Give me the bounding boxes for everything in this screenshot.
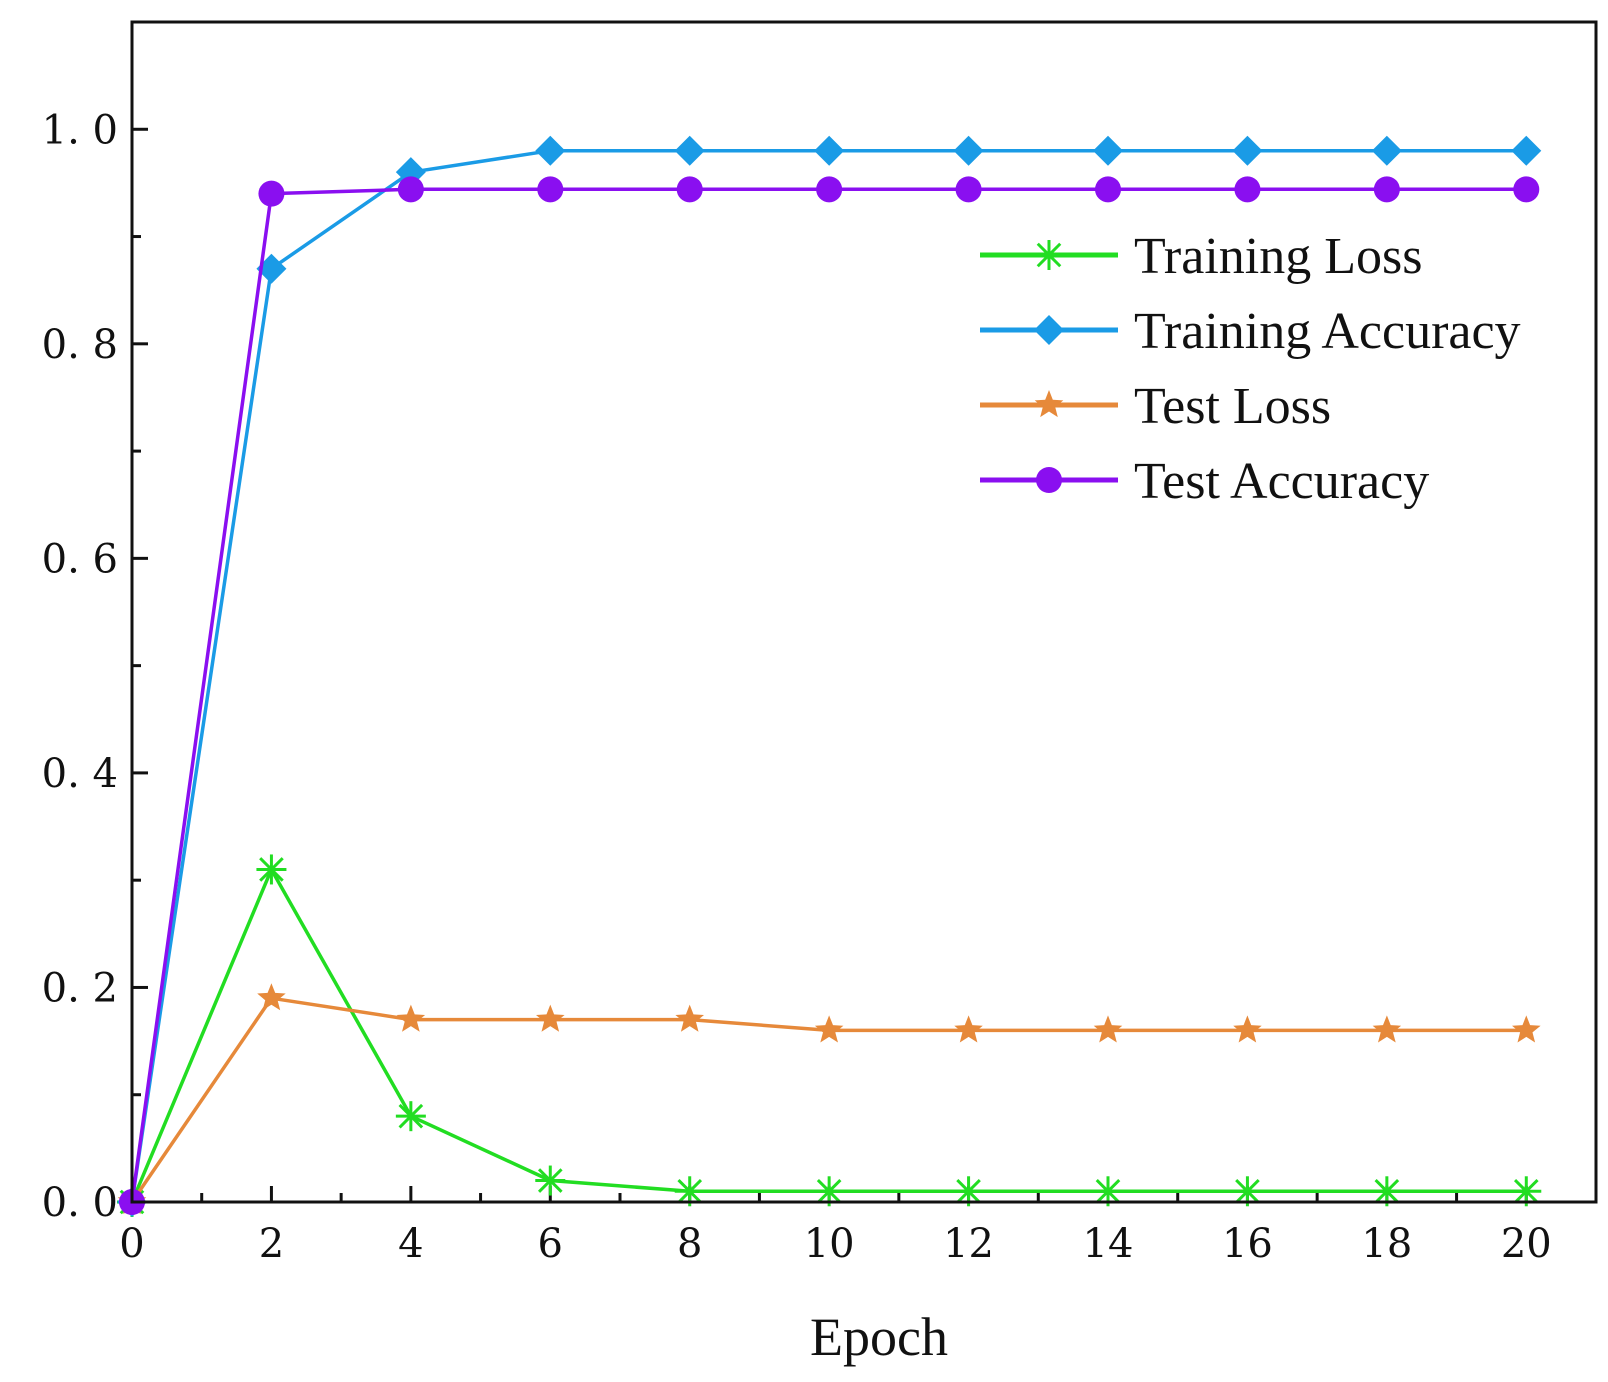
test-loss-point <box>1372 1015 1402 1043</box>
training-loss-point <box>256 854 287 885</box>
training-accuracy-point <box>953 135 984 166</box>
x-tick-label: 6 <box>538 1221 563 1267</box>
test-loss-point <box>1512 1015 1541 1043</box>
legend-label: Test Accuracy <box>1134 453 1429 510</box>
series-training-accuracy <box>117 135 1542 1217</box>
test-accuracy-point <box>537 176 564 203</box>
training-accuracy-point <box>814 135 845 166</box>
y-tick-label: 0. 6 <box>42 536 118 582</box>
legend: Training Loss Training Accuracy Test Loss T… <box>980 228 1521 510</box>
test-loss-point <box>1233 1015 1262 1043</box>
legend-swatch-marker <box>1036 467 1062 493</box>
test-accuracy-point <box>1373 176 1400 203</box>
test-loss-point <box>396 1004 426 1032</box>
training-accuracy-point <box>1511 135 1542 166</box>
legend-label: Training Loss <box>1134 228 1422 285</box>
test-accuracy-point <box>258 180 285 207</box>
x-tick-label: 4 <box>398 1221 423 1267</box>
x-tick-label: 18 <box>1361 1221 1412 1267</box>
test-loss-point <box>675 1004 704 1032</box>
test-loss-point <box>1093 1015 1123 1043</box>
legend-label: Training Accuracy <box>1134 303 1521 360</box>
x-tick-label: 20 <box>1501 1221 1552 1267</box>
training-accuracy-point <box>256 253 287 284</box>
test-loss-point <box>257 983 286 1011</box>
test-accuracy-point <box>397 176 424 203</box>
legend-swatch-marker <box>1034 240 1064 270</box>
test-loss-point <box>954 1015 983 1043</box>
x-tick-label: 16 <box>1222 1221 1273 1267</box>
legend-item-training-accuracy: Training Accuracy <box>980 303 1521 360</box>
training-loss-point <box>1371 1176 1402 1207</box>
series-training-loss <box>117 854 1542 1217</box>
legend-swatch-marker <box>1034 390 1064 418</box>
y-tick-label: 0. 0 <box>42 1180 118 1226</box>
training-accuracy-point <box>1093 135 1123 166</box>
x-tick-label: 0 <box>119 1221 144 1267</box>
test-accuracy-point <box>1234 176 1261 203</box>
test-loss-point <box>536 1004 565 1032</box>
training-accuracy-point <box>535 135 566 166</box>
x-tick-label: 2 <box>259 1221 284 1267</box>
training-accuracy-point <box>1371 135 1402 166</box>
y-tick-label: 0. 8 <box>42 322 118 368</box>
legend-swatch-marker <box>1034 315 1064 345</box>
x-tick-label: 8 <box>677 1221 702 1267</box>
test-accuracy-point <box>1095 176 1121 203</box>
training-loss-point <box>395 1101 426 1132</box>
y-tick-label: 0. 4 <box>42 751 118 797</box>
test-accuracy-point <box>816 176 843 203</box>
x-axis-title: Epoch <box>810 1307 948 1367</box>
training-accuracy-point <box>1232 135 1263 166</box>
test-accuracy-point <box>1513 176 1540 203</box>
series-test-accuracy <box>119 176 1540 1215</box>
test-accuracy-point <box>676 176 703 203</box>
legend-item-test-loss: Test Loss <box>980 378 1331 435</box>
training-accuracy-point <box>674 135 705 166</box>
x-tick-label: 14 <box>1083 1221 1134 1267</box>
x-tick-label: 10 <box>804 1221 855 1267</box>
legend-item-training-loss: Training Loss <box>980 228 1422 285</box>
test-accuracy-point <box>955 176 982 203</box>
axes: 0 2 4 6 8 10 12 14 16 18 20 0. 0 0. 2 0. 4 0. 6 0. 8 1. … <box>42 20 1552 1267</box>
plot-frame <box>130 20 1598 1204</box>
x-tick-label: 12 <box>943 1221 994 1267</box>
legend-label: Test Loss <box>1134 378 1331 435</box>
legend-item-test-accuracy: Test Accuracy <box>980 453 1429 510</box>
series-group <box>117 135 1542 1217</box>
y-tick-label: 1. 0 <box>42 107 118 153</box>
test-loss-point <box>814 1015 844 1043</box>
training-loss-point <box>535 1165 566 1196</box>
y-tick-label: 0. 2 <box>42 965 118 1011</box>
